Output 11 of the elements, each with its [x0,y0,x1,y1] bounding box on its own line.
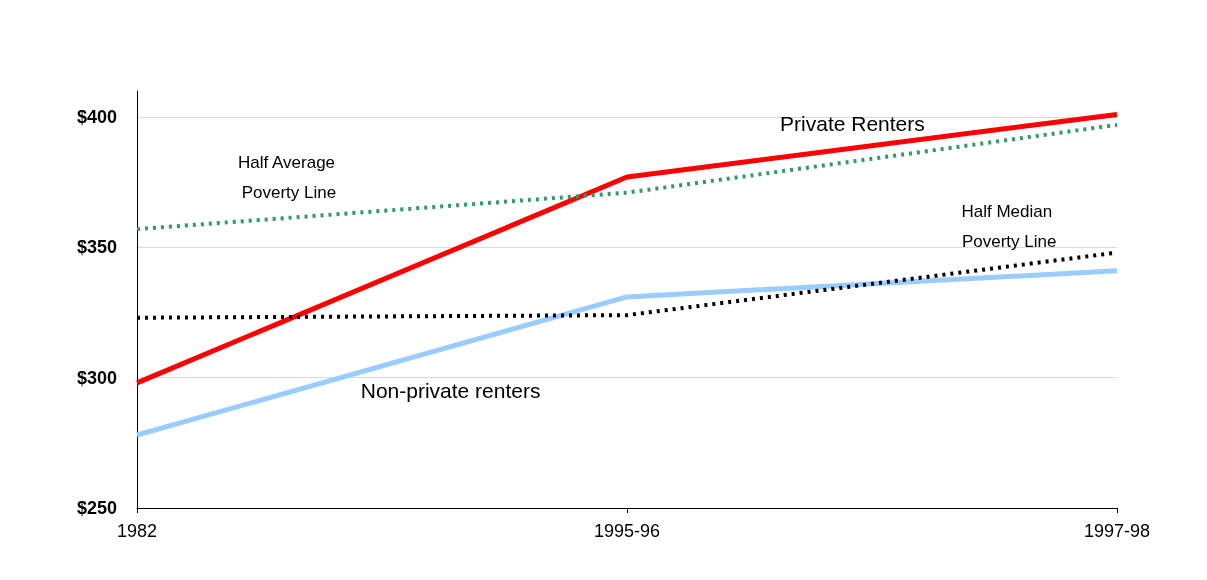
x-tick-label: 1997-98 [1083,521,1151,541]
y-tick-label: $250 [76,498,117,518]
y-tick-label: $350 [76,237,117,258]
y-tick-label: $400 [76,107,117,128]
x-tick-label: 1995-96 [593,521,661,541]
x-tick-label: 1982 [116,521,158,541]
series-label: Non-private renters [360,379,541,403]
series-label: Half Average Poverty Line [238,152,340,202]
y-tick-label: $300 [76,367,117,388]
series-label: Private Renters [780,112,925,136]
series-label: Half Median Poverty Line [961,202,1057,252]
